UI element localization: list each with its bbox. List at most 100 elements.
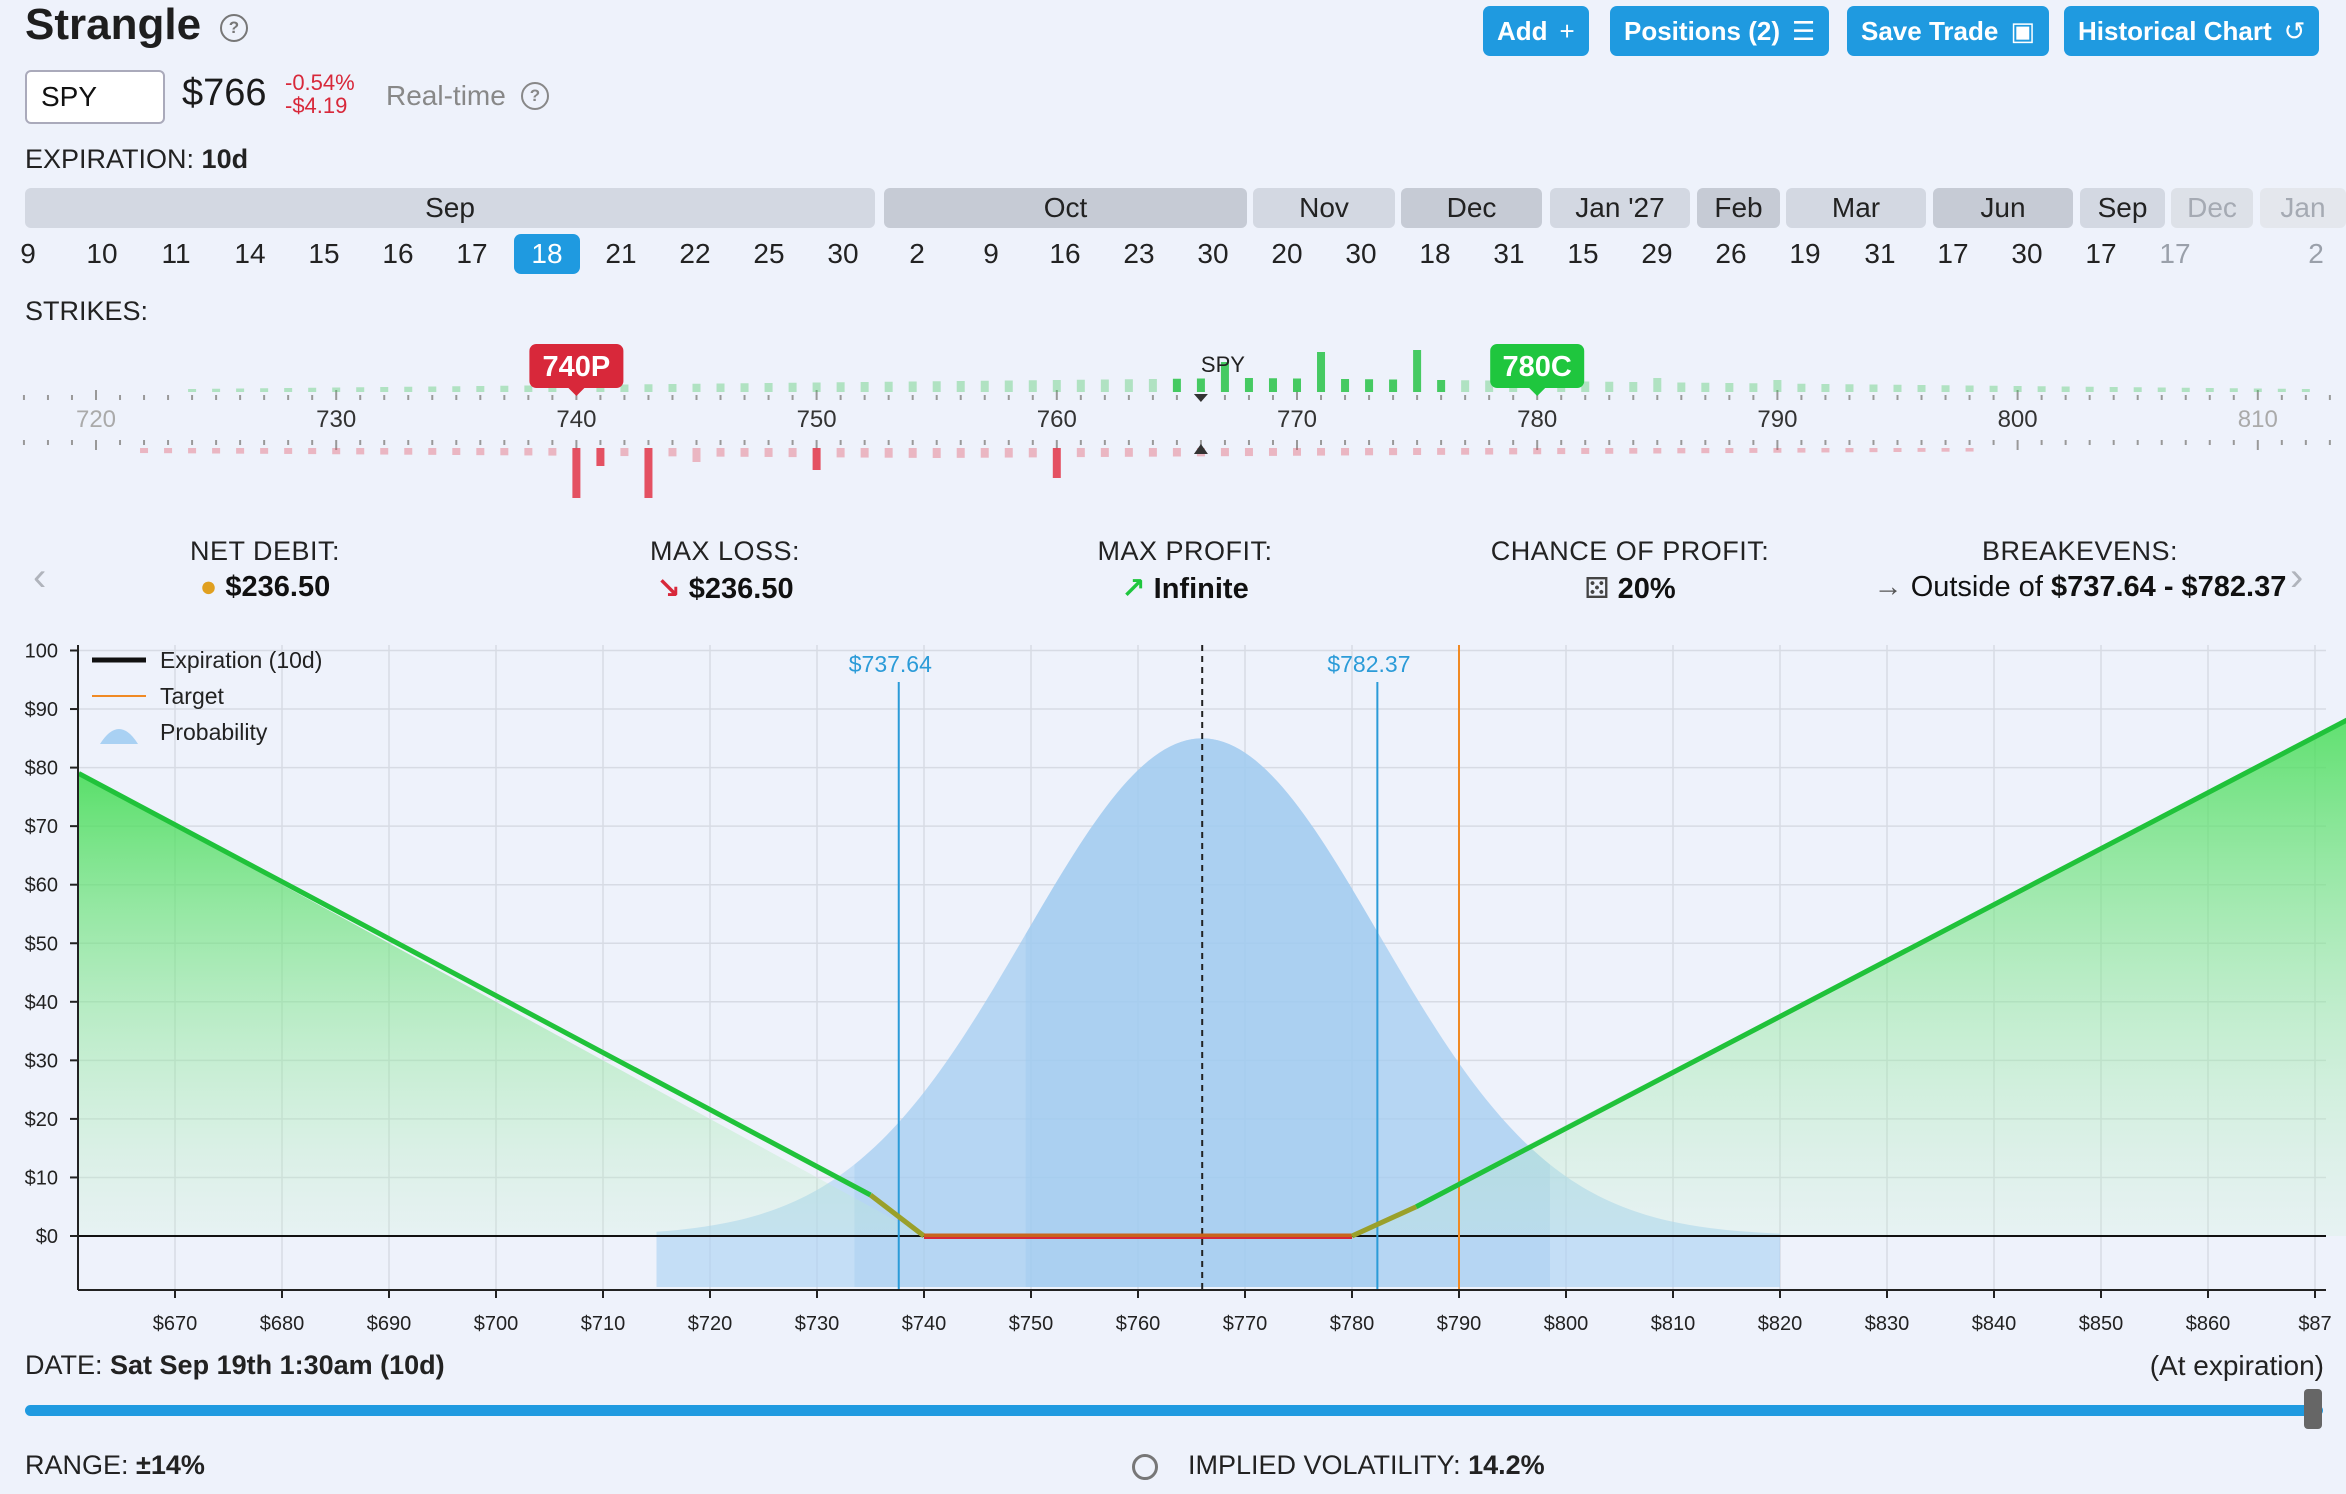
put-volume-bar [260, 448, 269, 454]
strike-selector[interactable]: 720 730 740 750 760 770 780 790 800 810 SPY 740P 780… [0, 330, 2346, 520]
put-volume-bar [236, 448, 245, 454]
legend-entry-0: Expiration (10d) [160, 647, 322, 673]
month-8[interactable]: Sep [2080, 188, 2165, 228]
y-tick-label: $20 [25, 1109, 58, 1131]
call-volume-bar [1941, 385, 1950, 392]
max-loss-value: $236.50 [688, 573, 794, 605]
save-trade-button[interactable]: Save Trade ▣ [1847, 6, 2049, 56]
day-0[interactable]: 9 [20, 238, 36, 269]
pnl-chart[interactable]: $737.64 $782.37 $670 $680 $690 $700 $710 $720 $7… [0, 630, 2346, 1340]
day-26[interactable]: 17 [1937, 238, 1969, 269]
realtime-help-icon[interactable]: ? [521, 82, 549, 110]
day-28[interactable]: 17 [2085, 238, 2117, 269]
strike-tick-label: 740 [556, 406, 596, 433]
x-tick-label: $740 [902, 1313, 947, 1335]
expiration-label: EXPIRATION: 10d [25, 144, 248, 175]
day-7[interactable]: 18 [514, 234, 580, 274]
day-25[interactable]: 31 [1864, 238, 1896, 269]
change-percent: -0.54% [285, 70, 355, 95]
day-5[interactable]: 16 [382, 238, 414, 269]
put-volume-bar [1148, 448, 1157, 457]
month-10[interactable]: Jan [2260, 188, 2346, 228]
call-volume-bar [428, 386, 437, 392]
month-9[interactable]: Dec [2171, 188, 2253, 228]
date-slider-thumb[interactable] [2304, 1389, 2322, 1429]
call-volume-bar [2133, 387, 2142, 392]
day-17[interactable]: 20 [1271, 238, 1303, 269]
day-13[interactable]: 9 [983, 238, 999, 269]
call-volume-bar [1028, 380, 1037, 392]
chevron-left-icon[interactable]: ‹ [33, 555, 47, 599]
call-volume-bar [188, 389, 197, 392]
day-11[interactable]: 30 [827, 238, 859, 269]
put-volume-bar [1461, 448, 1470, 455]
day-22[interactable]: 29 [1641, 238, 1673, 269]
month-3[interactable]: Dec [1401, 188, 1542, 228]
day-4[interactable]: 15 [308, 238, 340, 269]
day-27[interactable]: 30 [2011, 238, 2043, 269]
day-18[interactable]: 30 [1345, 238, 1377, 269]
arrow-up-right-icon: ↗ [1121, 573, 1146, 605]
day-23[interactable]: 26 [1715, 238, 1747, 269]
day-1[interactable]: 10 [86, 238, 118, 269]
range-label: RANGE: ±14% [25, 1450, 205, 1481]
month-4[interactable]: Jan '27 [1550, 188, 1690, 228]
day-9[interactable]: 22 [679, 238, 711, 269]
month-7[interactable]: Jun [1933, 188, 2073, 228]
day-30[interactable]: 2 [2308, 238, 2324, 269]
x-tick-label: $860 [2186, 1313, 2231, 1335]
day-10[interactable]: 25 [753, 238, 785, 269]
underlying-marker-bottom [1193, 444, 1208, 454]
day-21[interactable]: 15 [1567, 238, 1599, 269]
add-button[interactable]: Add + [1483, 6, 1589, 56]
day-3[interactable]: 14 [234, 238, 266, 269]
day-19[interactable]: 18 [1419, 238, 1451, 269]
ticker-input[interactable] [25, 70, 165, 124]
day-2[interactable]: 11 [161, 238, 191, 269]
payoff-line-left-transition [868, 1193, 926, 1238]
page-title: Strangle [25, 0, 202, 49]
put-volume-bar [788, 448, 797, 458]
target-icon [1132, 1454, 1158, 1480]
call-leg-label: 780C [1503, 351, 1572, 383]
put-volume-bar [1413, 448, 1422, 455]
x-tick-label: $830 [1865, 1313, 1910, 1335]
x-tick-label: $710 [581, 1313, 626, 1335]
month-6[interactable]: Mar [1786, 188, 1926, 228]
call-volume-bar [1389, 379, 1398, 392]
day-24[interactable]: 19 [1789, 238, 1821, 269]
day-14[interactable]: 16 [1049, 238, 1081, 269]
day-29[interactable]: 17 [2159, 238, 2191, 269]
put-volume-bar [668, 448, 677, 457]
month-0[interactable]: Sep [25, 188, 875, 228]
call-volume-bar [1653, 378, 1662, 392]
month-1[interactable]: Oct [884, 188, 1247, 228]
month-5[interactable]: Feb [1697, 188, 1780, 228]
date-slider-track[interactable] [25, 1405, 2323, 1416]
day-15[interactable]: 23 [1123, 238, 1155, 269]
historical-chart-label: Historical Chart [2078, 16, 2272, 46]
call-volume-bar [644, 384, 653, 392]
positions-button[interactable]: Positions (2) ☰ [1610, 6, 1830, 56]
month-2[interactable]: Nov [1253, 188, 1395, 228]
call-volume-bar [2037, 386, 2046, 392]
call-volume-bar [2229, 388, 2238, 392]
put-volume-bar [1317, 448, 1326, 456]
y-tick-label: 100 [25, 641, 58, 663]
help-icon[interactable]: ? [220, 14, 248, 42]
day-16[interactable]: 30 [1197, 238, 1229, 269]
call-volume-bar [2013, 386, 2022, 392]
day-12[interactable]: 2 [909, 238, 925, 269]
put-volume-bar [356, 448, 365, 455]
day-20[interactable]: 31 [1493, 238, 1525, 269]
payoff-line-left [77, 771, 872, 1198]
iv-label-text: IMPLIED VOLATILITY: [1188, 1450, 1461, 1480]
strike-tick-label: 810 [2238, 406, 2278, 433]
put-volume-bar [1917, 448, 1926, 452]
day-8[interactable]: 21 [605, 238, 637, 269]
day-6[interactable]: 17 [456, 238, 488, 269]
max-loss-stat: MAX LOSS: ↘ $236.50 [600, 536, 850, 606]
chevron-right-icon[interactable]: › [2290, 555, 2304, 599]
historical-chart-button[interactable]: Historical Chart ↺ [2064, 6, 2320, 56]
y-tick-label: $30 [25, 1050, 58, 1072]
